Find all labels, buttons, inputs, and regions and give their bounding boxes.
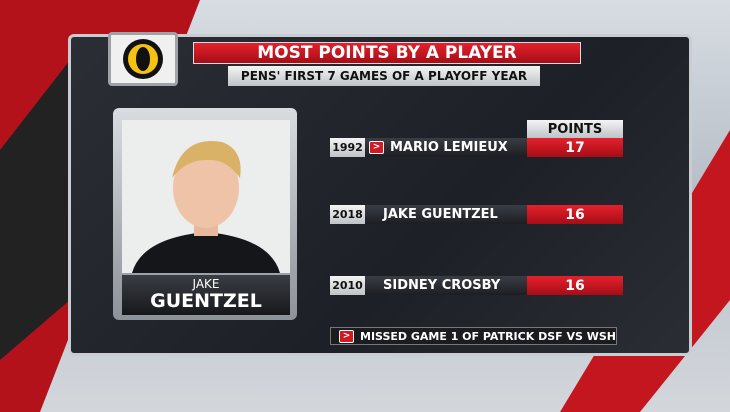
row-year-text: 2010 <box>332 279 363 292</box>
row-year-text: 2018 <box>332 208 363 221</box>
row-name: SIDNEY CROSBY <box>365 276 527 295</box>
row-points: 17 <box>527 138 623 157</box>
row-points-text: 17 <box>565 139 585 156</box>
footnote-text: MISSED GAME 1 OF PATRICK DSF VS WSH <box>360 329 617 343</box>
row-points: 16 <box>527 205 623 224</box>
row-year: 1992 <box>330 138 365 157</box>
subtitle-bar: PENS' FIRST 7 GAMES OF A PLAYOFF YEAR <box>228 66 540 86</box>
row-name-text: MARIO LEMIEUX <box>390 140 508 155</box>
title-bar: MOST POINTS BY A PLAYER <box>193 42 581 64</box>
column-header: POINTS <box>527 120 623 138</box>
first-name: JAKE <box>192 277 220 291</box>
name-plate: JAKE GUENTZEL <box>122 275 290 315</box>
row-marker: > <box>369 141 384 154</box>
row-name: > MARIO LEMIEUX <box>365 138 527 157</box>
team-logo <box>108 32 178 86</box>
row-year-text: 1992 <box>332 141 363 154</box>
row-points: 16 <box>527 276 623 295</box>
last-name: GUENTZEL <box>150 290 262 312</box>
row-name-text: JAKE GUENTZEL <box>383 207 498 222</box>
row-points-text: 16 <box>565 277 585 294</box>
footnote-marker: > <box>339 329 354 343</box>
photo-illustration <box>132 141 280 273</box>
logo-icon <box>123 39 163 79</box>
footnote: > MISSED GAME 1 OF PATRICK DSF VS WSH <box>330 327 617 345</box>
row-name-text: SIDNEY CROSBY <box>383 278 501 293</box>
player-photo <box>122 120 290 273</box>
row-year: 2010 <box>330 276 365 295</box>
row-name: JAKE GUENTZEL <box>365 205 527 224</box>
row-year: 2018 <box>330 205 365 224</box>
row-points-text: 16 <box>565 206 585 223</box>
